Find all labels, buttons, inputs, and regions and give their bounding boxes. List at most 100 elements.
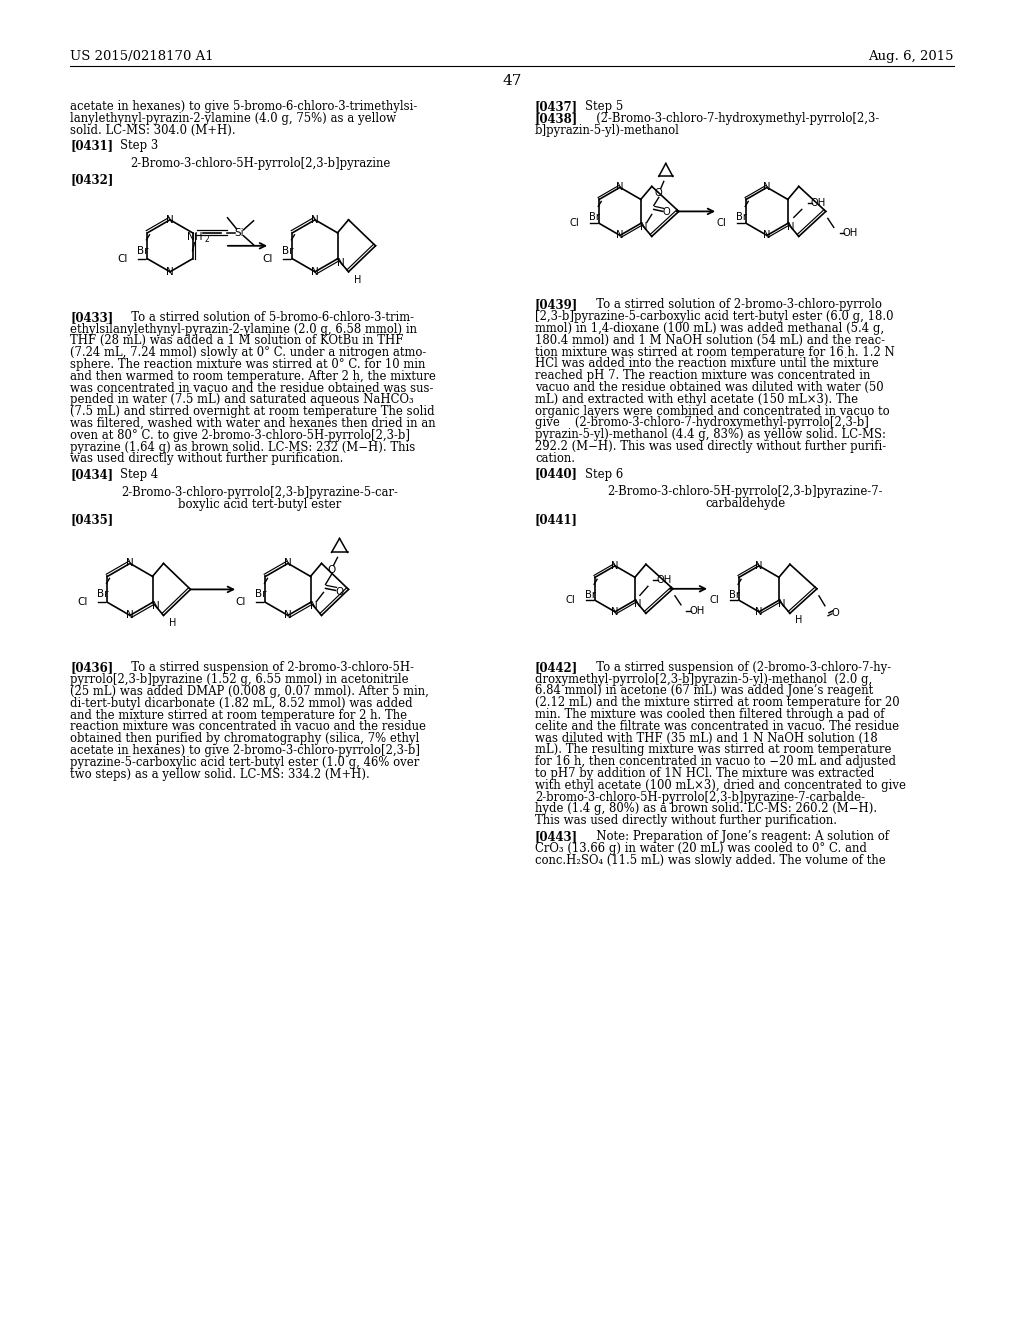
Text: To a stirred suspension of 2-bromo-3-chloro-5H-: To a stirred suspension of 2-bromo-3-chl… — [120, 661, 414, 675]
Text: Cl: Cl — [565, 595, 575, 606]
Text: N: N — [309, 602, 317, 611]
Text: di-tert-butyl dicarbonate (1.82 mL, 8.52 mmol) was added: di-tert-butyl dicarbonate (1.82 mL, 8.52… — [70, 697, 413, 710]
Text: CrO₃ (13.66 g) in water (20 mL) was cooled to 0° C. and: CrO₃ (13.66 g) in water (20 mL) was cool… — [535, 842, 867, 855]
Text: H: H — [796, 615, 803, 626]
Text: N: N — [166, 215, 174, 224]
Text: N: N — [311, 267, 318, 277]
Text: reached pH 7. The reaction mixture was concentrated in: reached pH 7. The reaction mixture was c… — [535, 370, 870, 383]
Text: [0434]: [0434] — [70, 469, 113, 482]
Text: mL) and extracted with ethyl acetate (150 mL×3). The: mL) and extracted with ethyl acetate (15… — [535, 393, 858, 405]
Text: NH: NH — [186, 232, 203, 242]
Text: [0437]: [0437] — [535, 100, 579, 114]
Text: H: H — [169, 618, 176, 628]
Text: 2: 2 — [204, 235, 209, 244]
Text: vacuo and the residue obtained was diluted with water (50: vacuo and the residue obtained was dilut… — [535, 381, 884, 393]
Text: N: N — [611, 561, 618, 570]
Text: Br: Br — [729, 590, 739, 601]
Text: N: N — [616, 182, 624, 193]
Text: N: N — [152, 602, 160, 611]
Text: (2.12 mL) and the mixture stirred at room temperature for 20: (2.12 mL) and the mixture stirred at roo… — [535, 696, 900, 709]
Text: N: N — [778, 599, 785, 610]
Text: [0431]: [0431] — [70, 140, 113, 152]
Text: 6.84 mmol) in acetone (67 mL) was added Jone’s reagent: 6.84 mmol) in acetone (67 mL) was added … — [535, 684, 873, 697]
Text: O: O — [328, 565, 336, 576]
Text: Cl: Cl — [569, 218, 580, 228]
Text: ethylsilanylethynyl-pyrazin-2-ylamine (2.0 g, 6.58 mmol) in: ethylsilanylethynyl-pyrazin-2-ylamine (2… — [70, 322, 417, 335]
Text: [0436]: [0436] — [70, 661, 114, 675]
Text: O: O — [655, 189, 663, 198]
Text: O: O — [831, 607, 839, 618]
Text: Step 6: Step 6 — [585, 467, 624, 480]
Text: acetate in hexanes) to give 5-bromo-6-chloro-3-trimethylsi-: acetate in hexanes) to give 5-bromo-6-ch… — [70, 100, 417, 114]
Text: organic layers were combined and concentrated in vacuo to: organic layers were combined and concent… — [535, 405, 890, 417]
Text: sphere. The reaction mixture was stirred at 0° C. for 10 min: sphere. The reaction mixture was stirred… — [70, 358, 425, 371]
Text: Br: Br — [96, 590, 109, 599]
Text: Cl: Cl — [117, 253, 127, 264]
Text: pyrrolo[2,3-b]pyrazine (1.52 g, 6.55 mmol) in acetonitrile: pyrrolo[2,3-b]pyrazine (1.52 g, 6.55 mmo… — [70, 673, 409, 686]
Text: OH: OH — [689, 606, 705, 616]
Text: Step 5: Step 5 — [585, 100, 624, 114]
Text: OH: OH — [842, 228, 857, 239]
Text: N: N — [337, 257, 344, 268]
Text: To a stirred solution of 5-bromo-6-chloro-3-trim-: To a stirred solution of 5-bromo-6-chlor… — [120, 310, 414, 323]
Text: oven at 80° C. to give 2-bromo-3-chloro-5H-pyrrolo[2,3-b]: oven at 80° C. to give 2-bromo-3-chloro-… — [70, 429, 410, 442]
Text: boxylic acid tert-butyl ester: boxylic acid tert-butyl ester — [178, 498, 342, 511]
Text: To a stirred solution of 2-bromo-3-chloro-pyrrolo: To a stirred solution of 2-bromo-3-chlor… — [585, 298, 882, 312]
Text: H: H — [354, 275, 361, 285]
Text: N: N — [640, 222, 647, 232]
Text: [0432]: [0432] — [70, 173, 114, 186]
Text: Cl: Cl — [236, 598, 246, 607]
Text: for 16 h, then concentrated in vacuo to −20 mL and adjusted: for 16 h, then concentrated in vacuo to … — [535, 755, 896, 768]
Text: HCl was added into the reaction mixture until the mixture: HCl was added into the reaction mixture … — [535, 358, 879, 371]
Text: was concentrated in vacuo and the residue obtained was sus-: was concentrated in vacuo and the residu… — [70, 381, 433, 395]
Text: pyrazine-5-carboxylic acid tert-butyl ester (1.0 g, 46% over: pyrazine-5-carboxylic acid tert-butyl es… — [70, 756, 419, 768]
Text: Aug. 6, 2015: Aug. 6, 2015 — [868, 50, 954, 63]
Text: celite and the filtrate was concentrated in vacuo. The residue: celite and the filtrate was concentrated… — [535, 719, 899, 733]
Text: Br: Br — [137, 246, 148, 256]
Text: N: N — [787, 222, 795, 232]
Text: N: N — [763, 231, 771, 240]
Text: [0441]: [0441] — [535, 513, 578, 525]
Text: was filtered, washed with water and hexanes then dried in an: was filtered, washed with water and hexa… — [70, 417, 435, 430]
Text: N: N — [284, 610, 292, 620]
Text: Cl: Cl — [77, 598, 87, 607]
Text: [0435]: [0435] — [70, 513, 114, 527]
Text: N: N — [616, 231, 624, 240]
Text: pyrazine (1.64 g) as brown solid. LC-MS: 232 (M−H). This: pyrazine (1.64 g) as brown solid. LC-MS:… — [70, 441, 416, 454]
Text: N: N — [126, 558, 134, 569]
Text: [0438]: [0438] — [535, 112, 579, 125]
Text: Cl: Cl — [717, 218, 726, 228]
Text: 2-bromo-3-chloro-5H-pyrrolo[2,3-b]pyrazine-7-carbalde-: 2-bromo-3-chloro-5H-pyrrolo[2,3-b]pyrazi… — [535, 791, 865, 804]
Text: solid. LC-MS: 304.0 (M+H).: solid. LC-MS: 304.0 (M+H). — [70, 124, 236, 136]
Text: conc.H₂SO₄ (11.5 mL) was slowly added. The volume of the: conc.H₂SO₄ (11.5 mL) was slowly added. T… — [535, 854, 886, 867]
Text: N: N — [763, 182, 771, 193]
Text: 180.4 mmol) and 1 M NaOH solution (54 mL) and the reac-: 180.4 mmol) and 1 M NaOH solution (54 mL… — [535, 334, 885, 347]
Text: (7.24 mL, 7.24 mmol) slowly at 0° C. under a nitrogen atmo-: (7.24 mL, 7.24 mmol) slowly at 0° C. und… — [70, 346, 426, 359]
Text: droxymethyl-pyrrolo[2,3-b]pyrazin-5-yl)-methanol  (2.0 g,: droxymethyl-pyrrolo[2,3-b]pyrazin-5-yl)-… — [535, 673, 872, 685]
Text: hyde (1.4 g, 80%) as a brown solid. LC-MS: 260.2 (M−H).: hyde (1.4 g, 80%) as a brown solid. LC-M… — [535, 803, 878, 816]
Text: N: N — [126, 610, 134, 620]
Text: Br: Br — [735, 213, 746, 222]
Text: was diluted with THF (35 mL) and 1 N NaOH solution (18: was diluted with THF (35 mL) and 1 N NaO… — [535, 731, 878, 744]
Text: N: N — [634, 599, 642, 610]
Text: (2-Bromo-3-chloro-7-hydroxymethyl-pyrrolo[2,3-: (2-Bromo-3-chloro-7-hydroxymethyl-pyrrol… — [585, 112, 880, 125]
Text: [2,3-b]pyrazine-5-carboxylic acid tert-butyl ester (6.0 g, 18.0: [2,3-b]pyrazine-5-carboxylic acid tert-b… — [535, 310, 894, 323]
Text: b]pyrazin-5-yl)-methanol: b]pyrazin-5-yl)-methanol — [535, 124, 680, 136]
Text: 292.2 (M−H). This was used directly without further purifi-: 292.2 (M−H). This was used directly with… — [535, 440, 886, 453]
Text: 2-Bromo-3-chloro-5H-pyrrolo[2,3-b]pyrazine: 2-Bromo-3-chloro-5H-pyrrolo[2,3-b]pyrazi… — [130, 157, 390, 170]
Text: N: N — [756, 607, 763, 616]
Text: [0433]: [0433] — [70, 310, 114, 323]
Text: N: N — [756, 561, 763, 570]
Text: OH: OH — [656, 576, 672, 585]
Text: O: O — [336, 587, 344, 598]
Text: acetate in hexanes) to give 2-bromo-3-chloro-pyrrolo[2,3-b]: acetate in hexanes) to give 2-bromo-3-ch… — [70, 744, 420, 756]
Text: (25 mL) was added DMAP (0.008 g, 0.07 mmol). After 5 min,: (25 mL) was added DMAP (0.008 g, 0.07 mm… — [70, 685, 429, 698]
Text: Cl: Cl — [262, 253, 272, 264]
Text: 2-Bromo-3-chloro-5H-pyrrolo[2,3-b]pyrazine-7-: 2-Bromo-3-chloro-5H-pyrrolo[2,3-b]pyrazi… — [607, 486, 883, 499]
Text: Cl: Cl — [710, 595, 719, 606]
Text: This was used directly without further purification.: This was used directly without further p… — [535, 814, 837, 828]
Text: Si: Si — [234, 228, 245, 238]
Text: 47: 47 — [503, 74, 521, 88]
Text: pended in water (7.5 mL) and saturated aqueous NaHCO₃: pended in water (7.5 mL) and saturated a… — [70, 393, 414, 407]
Text: Note: Preparation of Jone’s reagent: A solution of: Note: Preparation of Jone’s reagent: A s… — [585, 830, 889, 843]
